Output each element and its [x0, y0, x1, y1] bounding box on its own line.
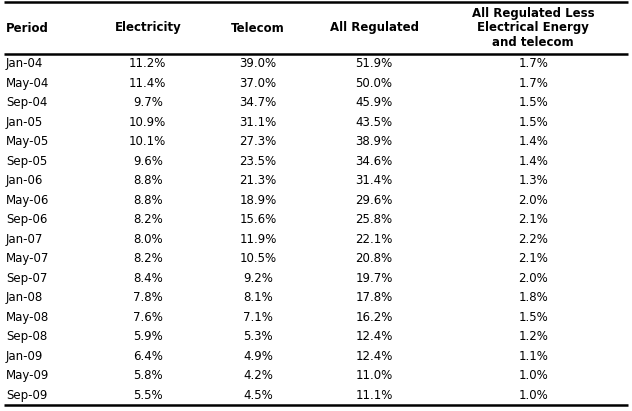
Text: 2.2%: 2.2%: [518, 233, 548, 246]
Text: 21.3%: 21.3%: [240, 174, 277, 187]
Text: 22.1%: 22.1%: [355, 233, 393, 246]
Text: All Regulated Less
Electrical Energy
and telecom: All Regulated Less Electrical Energy and…: [472, 7, 595, 49]
Text: 17.8%: 17.8%: [355, 291, 392, 304]
Text: 5.3%: 5.3%: [243, 330, 272, 343]
Text: 34.6%: 34.6%: [355, 155, 392, 168]
Text: Telecom: Telecom: [231, 21, 285, 35]
Text: Jan-05: Jan-05: [6, 116, 43, 129]
Text: 12.4%: 12.4%: [355, 350, 393, 363]
Text: 7.6%: 7.6%: [133, 311, 162, 324]
Text: 15.6%: 15.6%: [240, 213, 277, 226]
Text: 8.2%: 8.2%: [133, 213, 162, 226]
Text: 39.0%: 39.0%: [240, 57, 276, 70]
Text: 50.0%: 50.0%: [356, 77, 392, 90]
Text: 7.8%: 7.8%: [133, 291, 162, 304]
Text: 1.1%: 1.1%: [518, 350, 548, 363]
Text: Sep-08: Sep-08: [6, 330, 47, 343]
Text: 18.9%: 18.9%: [240, 194, 277, 207]
Text: 38.9%: 38.9%: [356, 135, 392, 148]
Text: 1.4%: 1.4%: [518, 155, 548, 168]
Text: 51.9%: 51.9%: [355, 57, 392, 70]
Text: 10.5%: 10.5%: [240, 252, 276, 265]
Text: 10.1%: 10.1%: [129, 135, 166, 148]
Text: 4.2%: 4.2%: [243, 369, 273, 382]
Text: May-04: May-04: [6, 77, 49, 90]
Text: 6.4%: 6.4%: [133, 350, 162, 363]
Text: 8.0%: 8.0%: [133, 233, 162, 246]
Text: 8.2%: 8.2%: [133, 252, 162, 265]
Text: 1.7%: 1.7%: [518, 57, 548, 70]
Text: 2.1%: 2.1%: [518, 252, 548, 265]
Text: 11.2%: 11.2%: [129, 57, 166, 70]
Text: Sep-04: Sep-04: [6, 96, 47, 109]
Text: 4.5%: 4.5%: [243, 389, 273, 402]
Text: 9.6%: 9.6%: [133, 155, 162, 168]
Text: Sep-09: Sep-09: [6, 389, 47, 402]
Text: 37.0%: 37.0%: [240, 77, 276, 90]
Text: 5.5%: 5.5%: [133, 389, 162, 402]
Text: 4.9%: 4.9%: [243, 350, 273, 363]
Text: 11.1%: 11.1%: [355, 389, 393, 402]
Text: Jan-08: Jan-08: [6, 291, 43, 304]
Text: Period: Period: [6, 21, 49, 35]
Text: 1.8%: 1.8%: [518, 291, 548, 304]
Text: Jan-07: Jan-07: [6, 233, 44, 246]
Text: 27.3%: 27.3%: [240, 135, 277, 148]
Text: Jan-06: Jan-06: [6, 174, 44, 187]
Text: Sep-07: Sep-07: [6, 272, 47, 285]
Text: 9.2%: 9.2%: [243, 272, 273, 285]
Text: 2.1%: 2.1%: [518, 213, 548, 226]
Text: 16.2%: 16.2%: [355, 311, 393, 324]
Text: May-09: May-09: [6, 369, 49, 382]
Text: May-06: May-06: [6, 194, 49, 207]
Text: 31.4%: 31.4%: [355, 174, 392, 187]
Text: May-07: May-07: [6, 252, 49, 265]
Text: 31.1%: 31.1%: [240, 116, 277, 129]
Text: 8.4%: 8.4%: [133, 272, 162, 285]
Text: 8.1%: 8.1%: [243, 291, 273, 304]
Text: 1.0%: 1.0%: [518, 369, 548, 382]
Text: Sep-05: Sep-05: [6, 155, 47, 168]
Text: 1.5%: 1.5%: [518, 116, 548, 129]
Text: 20.8%: 20.8%: [356, 252, 392, 265]
Text: 11.4%: 11.4%: [129, 77, 166, 90]
Text: All Regulated: All Regulated: [330, 21, 418, 35]
Text: 5.8%: 5.8%: [133, 369, 162, 382]
Text: 1.7%: 1.7%: [518, 77, 548, 90]
Text: 1.0%: 1.0%: [518, 389, 548, 402]
Text: 7.1%: 7.1%: [243, 311, 273, 324]
Text: 1.3%: 1.3%: [518, 174, 548, 187]
Text: 11.0%: 11.0%: [355, 369, 392, 382]
Text: 1.5%: 1.5%: [518, 96, 548, 109]
Text: 23.5%: 23.5%: [240, 155, 276, 168]
Text: 1.2%: 1.2%: [518, 330, 548, 343]
Text: 34.7%: 34.7%: [240, 96, 277, 109]
Text: Electricity: Electricity: [114, 21, 181, 35]
Text: 9.7%: 9.7%: [133, 96, 162, 109]
Text: 25.8%: 25.8%: [356, 213, 392, 226]
Text: 12.4%: 12.4%: [355, 330, 393, 343]
Text: 45.9%: 45.9%: [355, 96, 392, 109]
Text: 29.6%: 29.6%: [355, 194, 393, 207]
Text: Jan-09: Jan-09: [6, 350, 44, 363]
Text: 11.9%: 11.9%: [239, 233, 277, 246]
Text: Sep-06: Sep-06: [6, 213, 47, 226]
Text: 2.0%: 2.0%: [518, 272, 548, 285]
Text: 1.4%: 1.4%: [518, 135, 548, 148]
Text: 10.9%: 10.9%: [129, 116, 166, 129]
Text: 19.7%: 19.7%: [355, 272, 393, 285]
Text: 1.5%: 1.5%: [518, 311, 548, 324]
Text: 5.9%: 5.9%: [133, 330, 162, 343]
Text: 8.8%: 8.8%: [133, 194, 162, 207]
Text: May-05: May-05: [6, 135, 49, 148]
Text: Jan-04: Jan-04: [6, 57, 44, 70]
Text: 8.8%: 8.8%: [133, 174, 162, 187]
Text: 43.5%: 43.5%: [356, 116, 392, 129]
Text: May-08: May-08: [6, 311, 49, 324]
Text: 2.0%: 2.0%: [518, 194, 548, 207]
